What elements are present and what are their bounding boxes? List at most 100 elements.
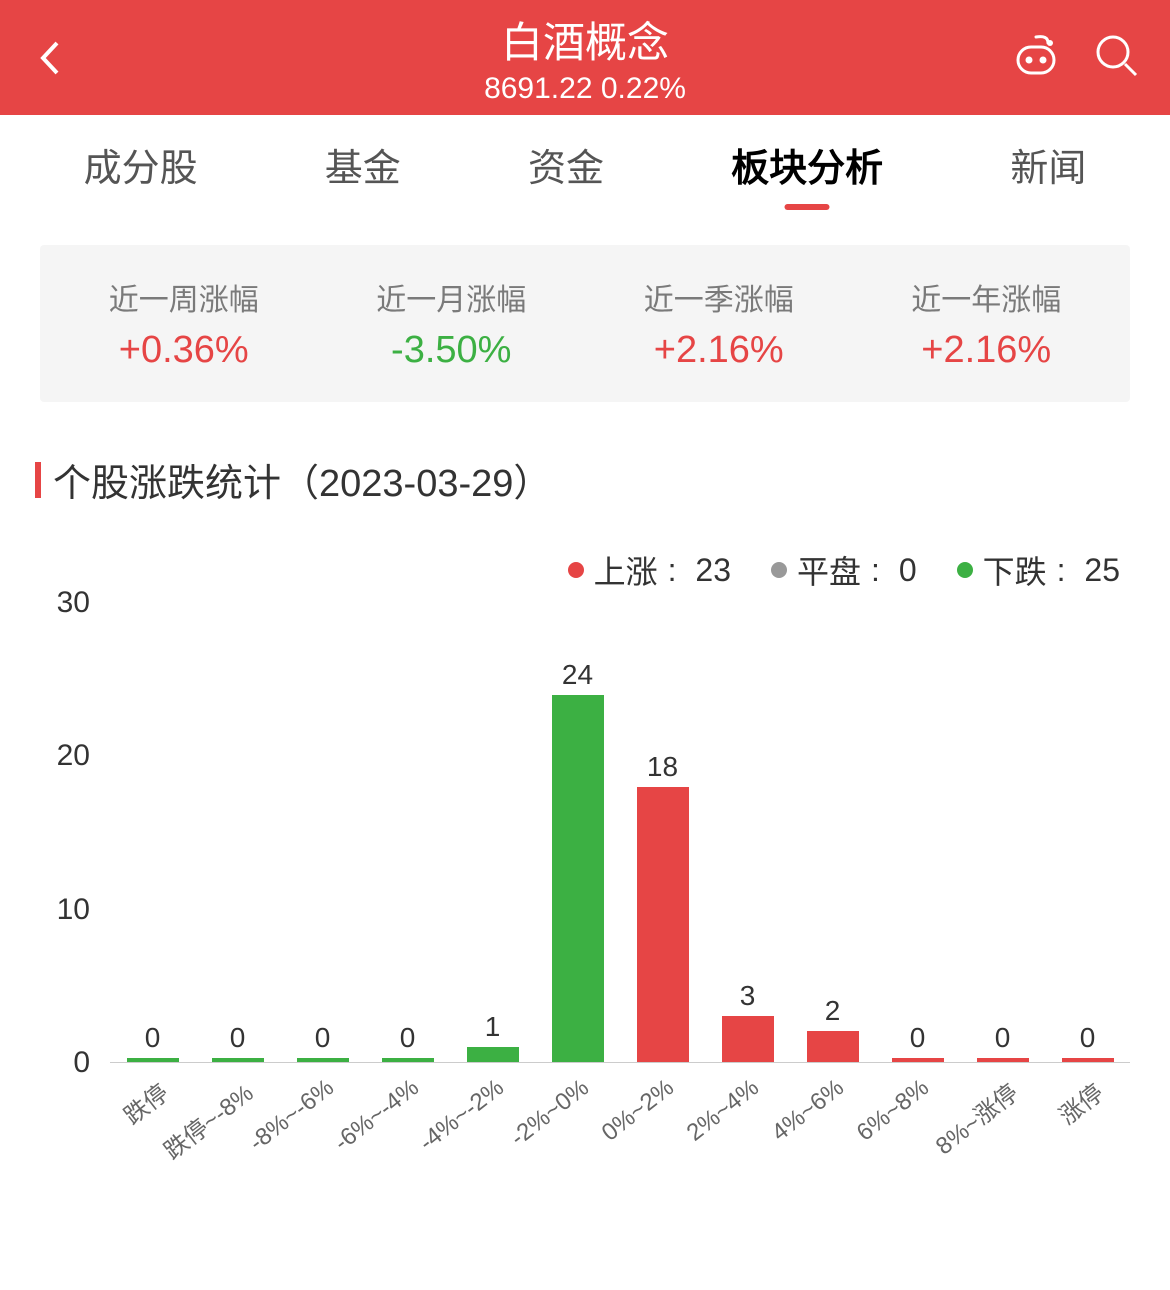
tab-2[interactable]: 资金 [528, 127, 604, 202]
bar-value: 0 [995, 1022, 1011, 1054]
bar-rect [807, 1031, 859, 1062]
y-axis: 0102030 [40, 603, 100, 1063]
legend-flat-label: 平盘 [797, 547, 861, 593]
tab-4[interactable]: 新闻 [1010, 127, 1086, 202]
bar-rect [1062, 1058, 1114, 1062]
index-summary: 8691.22 0.22% [484, 72, 686, 106]
bar-11[interactable]: 0涨停 [1045, 603, 1130, 1062]
index-value: 8691.22 [484, 72, 592, 105]
bar-label: -8%~-6% [244, 1074, 340, 1157]
index-change: 0.22% [601, 72, 686, 105]
bar-value: 3 [740, 980, 756, 1012]
section-title-text: 个股涨跌统计 [53, 463, 281, 505]
bar-label: 6%~8% [852, 1074, 935, 1147]
robot-icon [1010, 31, 1062, 79]
chevron-left-icon [35, 38, 65, 78]
bar-value: 2 [825, 995, 841, 1027]
legend-up: 上涨: 23 [568, 547, 731, 593]
section-accent-bar [35, 462, 41, 498]
period-stats: 近一周涨幅+0.36%近一月涨幅-3.50%近一季涨幅+2.16%近一年涨幅+2… [40, 245, 1130, 402]
bar-rect [212, 1058, 264, 1062]
bar-value: 24 [562, 659, 593, 691]
bar-rect [297, 1058, 349, 1062]
y-tick: 10 [57, 893, 90, 927]
section-header: 个股涨跌统计（2023-03-29） [0, 432, 1170, 527]
y-tick: 20 [57, 739, 90, 773]
section-title: 个股涨跌统计（2023-03-29） [53, 452, 551, 507]
page-title: 白酒概念 [484, 9, 686, 70]
bar-label: -6%~-4% [329, 1074, 425, 1157]
y-tick: 0 [73, 1046, 90, 1080]
header-actions [1010, 31, 1140, 84]
bar-rect [552, 695, 604, 1062]
bar-rect [977, 1058, 1029, 1062]
bar-label: 4%~6% [767, 1074, 850, 1147]
bar-rect [722, 1016, 774, 1062]
y-tick: 30 [57, 586, 90, 620]
bar-4[interactable]: 1-4%~-2% [450, 603, 535, 1062]
stat-value: +2.16% [853, 329, 1121, 372]
stat-label: 近一月涨幅 [318, 275, 586, 319]
search-icon [1092, 31, 1140, 79]
bar-value: 0 [145, 1022, 161, 1054]
bar-9[interactable]: 06%~8% [875, 603, 960, 1062]
legend-down: 下跌: 25 [957, 547, 1120, 593]
bar-label: 2%~4% [682, 1074, 765, 1147]
tab-bar: 成分股 基金 资金 板块分析 新闻 [0, 115, 1170, 215]
bar-value: 0 [315, 1022, 331, 1054]
bar-7[interactable]: 32%~4% [705, 603, 790, 1062]
bars-container: 0跌停0跌停~-8%0-8%~-6%0-6%~-4%1-4%~-2%24-2%~… [110, 603, 1130, 1062]
bar-6[interactable]: 180%~2% [620, 603, 705, 1062]
legend-up-count: 23 [695, 552, 731, 589]
legend-flat: 平盘: 0 [771, 547, 917, 593]
stat-label: 近一年涨幅 [853, 275, 1121, 319]
stat-value: -3.50% [318, 329, 586, 372]
bar-rect [637, 787, 689, 1062]
robot-button[interactable] [1010, 31, 1062, 84]
bar-rect [127, 1058, 179, 1062]
bar-1[interactable]: 0跌停~-8% [195, 603, 280, 1062]
legend-down-count: 25 [1084, 552, 1120, 589]
bar-value: 0 [1080, 1022, 1096, 1054]
stat-item-3[interactable]: 近一年涨幅 +2.16% [853, 275, 1121, 372]
stat-value: +0.36% [50, 329, 318, 372]
bar-value: 0 [910, 1022, 926, 1054]
bar-8[interactable]: 24%~6% [790, 603, 875, 1062]
bar-value: 18 [647, 751, 678, 783]
bar-label: -2%~0% [505, 1074, 594, 1152]
legend-down-label: 下跌 [983, 547, 1047, 593]
stat-label: 近一周涨幅 [50, 275, 318, 319]
bar-10[interactable]: 08%~涨停 [960, 603, 1045, 1062]
legend-up-label: 上涨 [594, 547, 658, 593]
back-button[interactable] [30, 38, 70, 78]
bar-value: 0 [230, 1022, 246, 1054]
dot-up-icon [568, 562, 584, 578]
bar-label: 0%~2% [597, 1074, 680, 1147]
bar-label: 涨停 [1050, 1074, 1109, 1131]
bar-label: 8%~涨停 [926, 1074, 1024, 1161]
tab-1[interactable]: 基金 [325, 127, 401, 202]
tab-0[interactable]: 成分股 [84, 127, 198, 202]
tab-3[interactable]: 板块分析 [731, 127, 883, 202]
bar-value: 1 [485, 1011, 501, 1043]
bar-label: 跌停 [115, 1074, 174, 1131]
bar-rect [892, 1058, 944, 1062]
header-title-area: 白酒概念 8691.22 0.22% [484, 9, 686, 106]
bar-3[interactable]: 0-6%~-4% [365, 603, 450, 1062]
stat-item-0[interactable]: 近一周涨幅 +0.36% [50, 275, 318, 372]
plot-area: 0跌停0跌停~-8%0-8%~-6%0-6%~-4%1-4%~-2%24-2%~… [110, 603, 1130, 1063]
bar-0[interactable]: 0跌停 [110, 603, 195, 1062]
stat-label: 近一季涨幅 [585, 275, 853, 319]
bar-5[interactable]: 24-2%~0% [535, 603, 620, 1062]
bar-rect [382, 1058, 434, 1062]
bar-rect [467, 1047, 519, 1062]
app-header: 白酒概念 8691.22 0.22% [0, 0, 1170, 115]
bar-label: 跌停~-8% [155, 1074, 259, 1166]
stat-item-2[interactable]: 近一季涨幅 +2.16% [585, 275, 853, 372]
stat-item-1[interactable]: 近一月涨幅 -3.50% [318, 275, 586, 372]
search-button[interactable] [1092, 31, 1140, 84]
bar-2[interactable]: 0-8%~-6% [280, 603, 365, 1062]
chart-legend: 上涨: 23 平盘: 0 下跌: 25 [0, 527, 1170, 603]
stat-value: +2.16% [585, 329, 853, 372]
dot-down-icon [957, 562, 973, 578]
